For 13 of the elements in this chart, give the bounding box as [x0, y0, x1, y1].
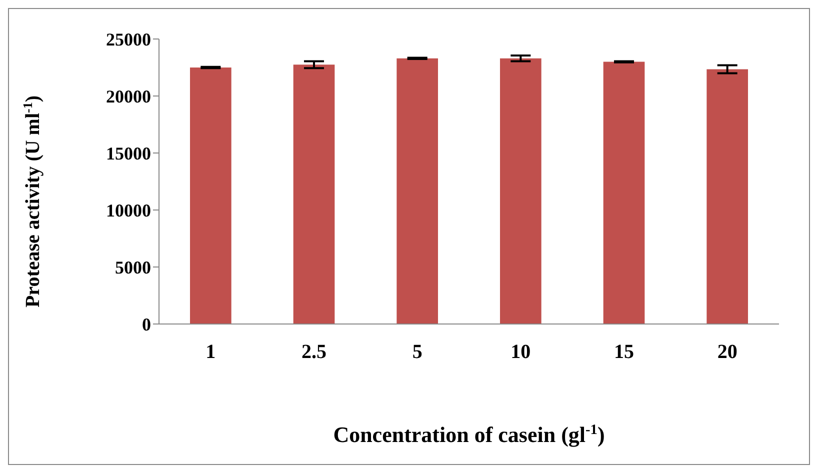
y-tick-label: 20000: [106, 86, 151, 106]
y-tick-label: 0: [142, 314, 151, 334]
y-tick-label: 5000: [115, 257, 151, 278]
x-tick-label: 15: [614, 341, 634, 364]
x-tick-label: 20: [717, 341, 738, 364]
x-tick-label: 10: [510, 341, 531, 364]
x-axis-title: Concentration of casein (gl$^{-1}$): [333, 422, 605, 447]
y-tick-label: 25000: [106, 29, 151, 50]
x-tick-label: 2.5: [302, 341, 326, 364]
x-tick-label: 5: [412, 341, 422, 364]
y-tick-label: 15000: [106, 143, 151, 164]
y-tick-label: 10000: [106, 200, 151, 220]
x-tick-label: 1: [206, 341, 216, 364]
